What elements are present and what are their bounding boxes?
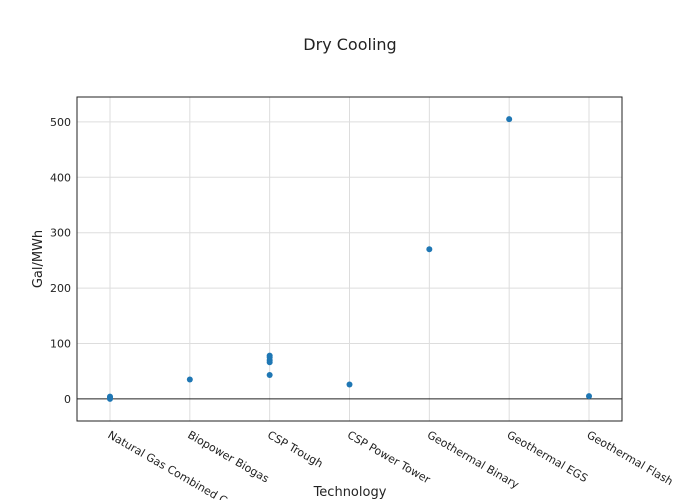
x-tick-label-natural-gas-combined-cycle: Natural Gas Combined Cycle <box>106 428 250 500</box>
data-point-geothermal-flash-12 <box>586 393 592 400</box>
x-tick-label-csp-power-tower: CSP Power Tower <box>345 428 433 486</box>
grid-layer <box>77 97 622 421</box>
data-point-csp-trough-7 <box>266 359 273 366</box>
x-tick-label-geothermal-egs: Geothermal EGS <box>505 428 590 485</box>
data-point-geothermal-egs-11 <box>506 116 513 123</box>
y-axis-title: Gal/MWh <box>31 230 46 288</box>
data-point-csp-trough-8 <box>266 372 273 379</box>
y-tick-label-100: 100 <box>50 337 71 350</box>
y-tick-label-400: 400 <box>50 171 71 184</box>
data-points <box>107 116 592 402</box>
data-point-natural-gas-combined-cycle-2 <box>107 395 113 402</box>
x-tick-label-geothermal-flash: Geothermal Flash <box>585 428 676 488</box>
y-tick-labels: 0 100 200 300 400 500 <box>50 116 71 406</box>
y-tick-label-200: 200 <box>50 282 71 295</box>
x-tick-label-biopower-biogas: Biopower Biogas <box>185 428 271 485</box>
x-tick-label-csp-trough: CSP Trough <box>265 428 325 470</box>
x-axis-title: Technology <box>313 485 387 500</box>
plot-frame <box>76 96 623 422</box>
chart-title: Dry Cooling <box>303 35 396 54</box>
y-tick-label-500: 500 <box>50 116 71 129</box>
data-point-geothermal-binary-10 <box>426 246 433 253</box>
data-point-csp-power-tower-9 <box>346 381 353 388</box>
y-tick-label-300: 300 <box>50 227 71 240</box>
y-tick-label-0: 0 <box>64 393 71 406</box>
data-point-biopower-biogas-3 <box>186 376 193 383</box>
